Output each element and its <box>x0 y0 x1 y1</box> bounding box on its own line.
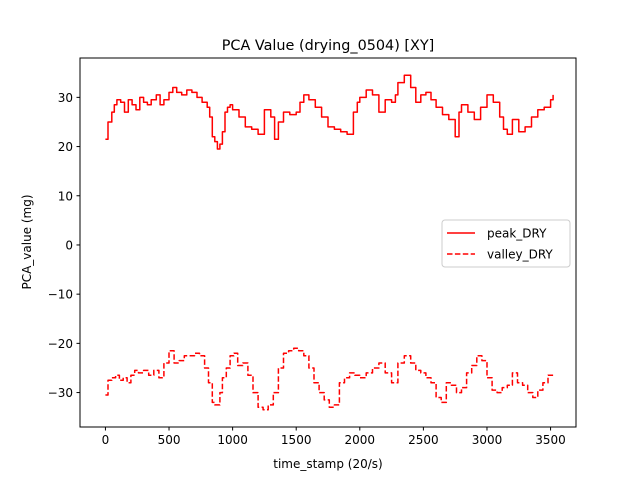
x-tick-label: 0 <box>102 433 110 447</box>
x-tick-label: 3500 <box>535 433 566 447</box>
legend-label: valley_DRY <box>487 248 553 262</box>
y-tick-label: −10 <box>48 288 73 302</box>
x-tick-label: 2500 <box>408 433 439 447</box>
series-line-valley-dry <box>105 347 554 411</box>
series-layer <box>105 74 554 411</box>
y-tick-label: 0 <box>65 238 73 252</box>
x-tick-label: 3000 <box>472 433 503 447</box>
y-tick-label: −20 <box>48 337 73 351</box>
x-axis: 0 500 1000 1500 2000 2500 3000 3500 <box>102 427 566 447</box>
y-tick-label: 10 <box>58 189 73 203</box>
legend-frame <box>441 219 571 268</box>
x-tick-label: 500 <box>158 433 181 447</box>
y-tick-label: 20 <box>58 140 73 154</box>
y-tick-label: −30 <box>48 386 73 400</box>
y-tick-label: 30 <box>58 91 73 105</box>
y-axis: −30 −20 −10 0 10 20 30 <box>48 91 80 400</box>
chart-title: PCA Value (drying_0504) [XY] <box>222 38 435 54</box>
plot-area <box>79 57 577 428</box>
legend-label: peak_DRY <box>487 227 547 241</box>
y-axis-label: PCA_value (mg) <box>20 194 34 289</box>
x-tick-label: 2000 <box>345 433 376 447</box>
x-tick-label: 1500 <box>281 433 312 447</box>
legend: peak_DRY valley_DRY <box>441 219 571 268</box>
x-axis-label: time_stamp (20/s) <box>273 457 382 471</box>
x-tick-label: 1000 <box>217 433 248 447</box>
series-line-peak-dry <box>105 74 554 150</box>
